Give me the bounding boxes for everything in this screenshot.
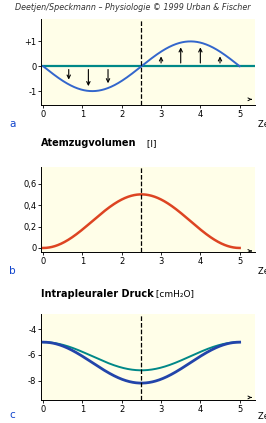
Text: [cmH₂O]: [cmH₂O] xyxy=(153,290,194,299)
Text: Deetjen/Speckmann – Physiologie © 1999 Urban & Fischer: Deetjen/Speckmann – Physiologie © 1999 U… xyxy=(15,3,251,12)
Text: Intrapleuraler Druck: Intrapleuraler Druck xyxy=(41,288,154,299)
Text: Zeit [s]: Zeit [s] xyxy=(257,411,266,420)
Text: c: c xyxy=(9,410,15,420)
Text: a: a xyxy=(9,118,15,129)
Text: Atemzugvolumen: Atemzugvolumen xyxy=(41,137,137,148)
Text: [l]: [l] xyxy=(144,139,156,148)
Text: Zeit [s]: Zeit [s] xyxy=(257,266,266,276)
Text: b: b xyxy=(9,266,16,276)
Text: Zeit [s]: Zeit [s] xyxy=(257,119,266,128)
